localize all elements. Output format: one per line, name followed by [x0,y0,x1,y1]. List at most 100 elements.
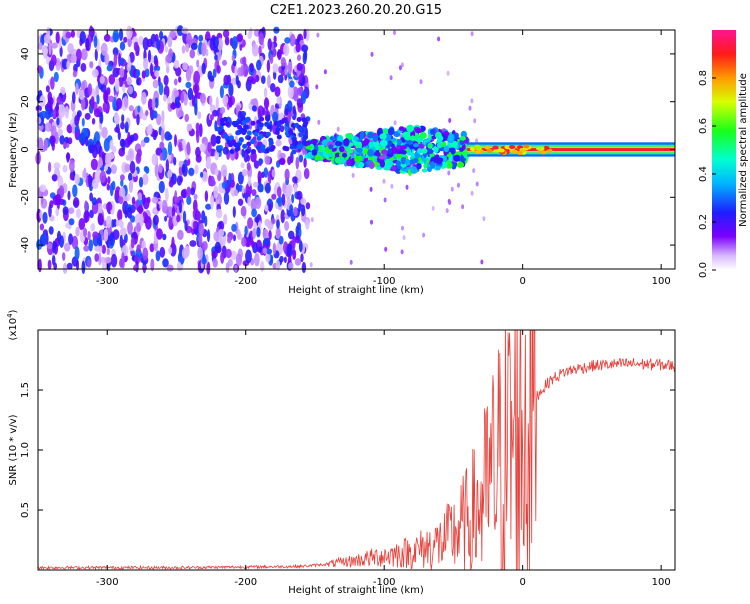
heatmap-noise-cell [133,264,138,272]
heatmap-noise-cell [112,29,120,43]
heatmap-noise-cell [68,218,75,226]
heatmap-noise-cell [222,146,229,155]
heatmap-noise-cell [168,48,173,59]
heatmap-noise-cell [125,154,130,161]
heatmap-noise-cell [296,222,301,231]
heatmap-noise-cell [264,218,270,227]
heatmap-noise-cell [178,110,184,117]
heatmap-transition-cell [435,157,444,163]
heatmap-noise-cell [119,187,126,200]
heatmap-noise-cell [72,91,76,104]
heatmap-fringe-cell [317,119,321,125]
heatmap-noise-cell [227,236,232,244]
heatmap-noise-cell [135,69,141,78]
heatmap-noise-cell [220,251,225,264]
heatmap-band-cell [296,117,302,122]
heatmap-noise-cell [225,262,230,273]
heatmap-noise-cell [215,208,223,219]
heatmap-noise-cell [156,113,162,126]
heatmap-noise-cell [48,161,52,173]
heatmap-noise-cell [88,173,92,188]
heatmap-noise-cell [105,202,113,212]
heatmap-transition-cell [447,161,453,169]
heatmap-noise-cell [43,33,51,45]
heatmap-noise-cell [303,168,310,180]
heatmap-noise-cell [88,239,93,252]
heatmap-noise-cell [53,71,59,83]
heatmap-noise-cell [212,109,218,117]
heatmap-noise-cell [228,82,234,97]
heatmap-noise-cell [83,167,87,179]
heatmap-transition-cell [334,141,343,147]
heatmap-noise-cell [186,32,192,47]
heatmap-noise-cell [87,259,92,268]
heatmap-transition-cell [459,155,465,162]
heatmap-noise-cell [96,94,100,105]
colorbar-label: Normalized spectral amplitude [738,73,749,227]
heatmap-noise-cell [195,122,200,131]
heatmap-transition-cell [455,151,462,156]
heatmap-band-cell [222,116,228,122]
heatmap-noise-cell [293,206,298,217]
heatmap-noise-cell [272,242,277,255]
heatmap-noise-cell [204,215,208,227]
heatmap-noise-cell [280,57,286,67]
heatmap-fringe-cell [351,172,355,178]
heatmap-band-cell [246,135,252,141]
heatmap-noise-cell [159,30,164,40]
heatmap-noise-cell [298,74,303,84]
heatmap-transition-cell [410,159,416,165]
heatmap-noise-cell [137,192,142,201]
heatmap-transition-cell [440,161,448,169]
heatmap-noise-cell [173,156,177,166]
heatmap-transition-cell [413,143,419,148]
heatmap-noise-cell [242,63,249,77]
heatmap-transition-cell [447,133,455,142]
heatmap-noise-cell [154,97,159,109]
heatmap-noise-cell [232,59,237,66]
heatmap-noise-cell [62,252,66,261]
heatmap-noise-cell [260,261,265,272]
heatmap-noise-cell [143,57,149,70]
heatmap-fringe-cell [475,138,479,144]
heatmap-noise-cell [287,156,292,166]
heatmap-noise-cell [166,264,174,272]
heatmap-noise-cell [39,223,45,231]
heatmap-band-cell [256,119,262,125]
heatmap-noise-cell [209,179,216,187]
heatmap-locked-cell [523,144,530,149]
colorbar: 0.0 0.2 0.4 0.6 0.8 Normalized spectral ampl… [698,30,749,278]
heatmap-fringe-cell [419,79,423,85]
heatmap-noise-cell [154,70,160,78]
heatmap-fringe-cell [398,65,402,71]
heatmap-transition-cell [310,138,318,144]
heatmap-noise-cell [182,62,189,71]
heatmap-noise-cell [142,37,149,51]
heatmap-noise-cell [289,80,295,88]
heatmap-band-cell [226,139,232,145]
heatmap-noise-cell [101,126,108,139]
heatmap-noise-cell [164,45,168,53]
heatmap-noise-cell [198,233,203,247]
heatmap-band-cell [294,122,300,128]
y-multiplier: (x104) [6,309,19,340]
heatmap-transition-cell [345,133,353,138]
heatmap-noise-cell [198,34,204,42]
heatmap-noise-cell [284,37,291,44]
heatmap-noise-cell [64,105,70,119]
heatmap-noise-cell [117,209,123,222]
heatmap-band-cell [288,129,294,135]
heatmap-locked-cell [498,148,505,153]
heatmap-noise-cell [121,138,126,152]
heatmap-noise-cell [232,206,236,218]
heatmap-noise-cell [187,87,194,101]
heatmap-fringe-cell [468,105,472,111]
heatmap-noise-cell [83,210,90,223]
heatmap-noise-cell [99,76,105,84]
heatmap-transition-cell [354,155,361,163]
heatmap-noise-cell [151,153,158,166]
heatmap-noise-cell [195,154,202,163]
heatmap-fringe-cell [390,183,394,189]
heatmap-noise-cell [136,113,140,126]
heatmap-band-cell [302,118,308,124]
